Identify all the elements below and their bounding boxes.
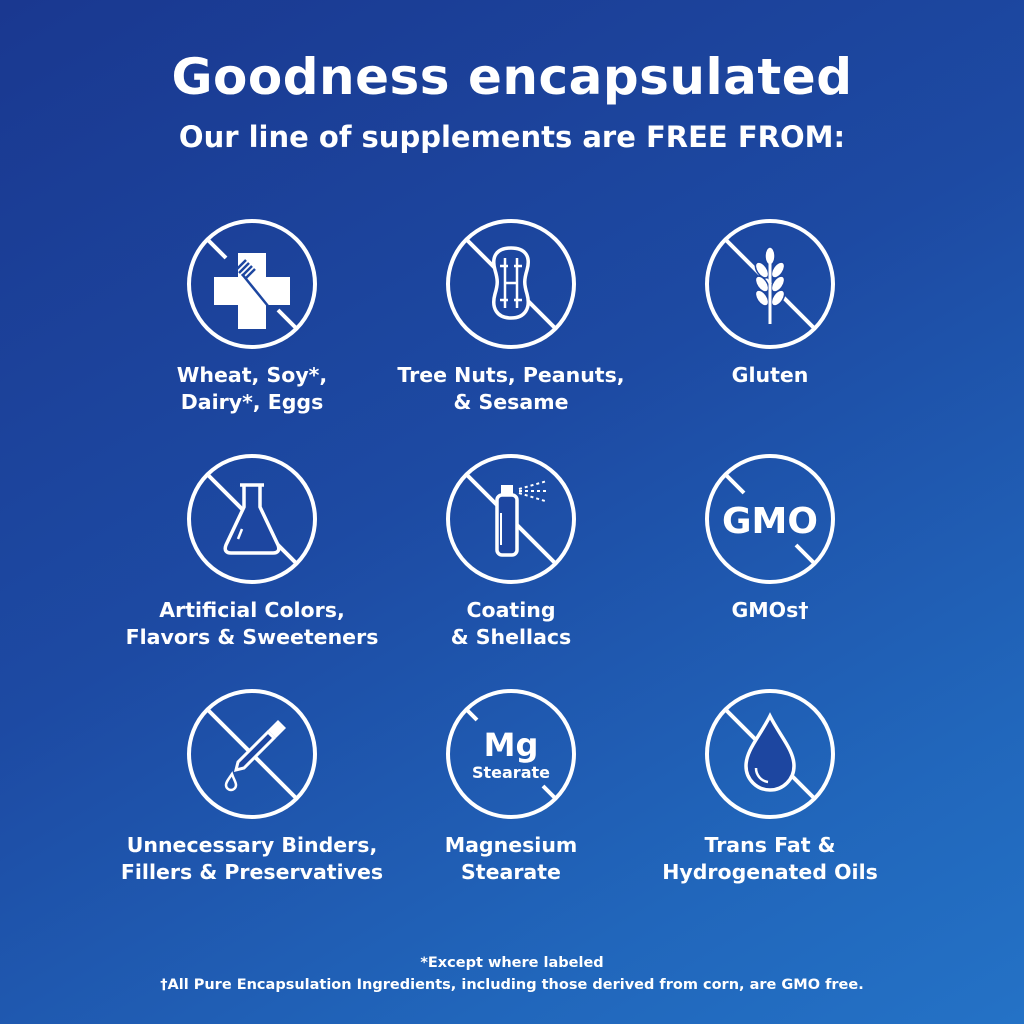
wheat-icon (705, 219, 835, 349)
peanut-icon (446, 219, 576, 349)
allergen-cross-fork-icon (187, 219, 317, 349)
item-label: Tree Nuts, Peanuts, & Sesame (397, 363, 625, 414)
item-label: Unnecessary Binders, Fillers & Preservat… (120, 833, 384, 884)
stearate-icon-text: Stearate (472, 763, 550, 782)
item-label: Magnesium Stearate (444, 833, 578, 884)
item-label: Wheat, Soy*, Dairy*, Eggs (176, 363, 328, 414)
item-label: Artificial Colors, Flavors & Sweeteners (125, 598, 379, 649)
flask-icon (187, 454, 317, 584)
free-from-item-gmo: GMO GMOs† (620, 453, 920, 624)
gmo-icon: GMO (705, 454, 835, 584)
free-from-item-mg-stearate: Mg Stearate Magnesium Stearate (361, 688, 661, 886)
footnote-gmo: †All Pure Encapsulation Ingredients, inc… (160, 977, 864, 993)
free-from-item-gluten: Gluten (620, 218, 920, 389)
free-from-item-nuts: Tree Nuts, Peanuts, & Sesame (361, 218, 661, 416)
item-label: Coating & Shellacs (450, 598, 572, 649)
footnote-except: *Except where labeled (420, 955, 604, 971)
spray-bottle-icon (446, 454, 576, 584)
mg-stearate-icon: Mg Stearate (446, 689, 576, 819)
oil-drop-icon (705, 689, 835, 819)
mg-icon-text: Mg (484, 726, 539, 764)
free-from-item-artificial: Artificial Colors, Flavors & Sweeteners (102, 453, 402, 651)
item-label: Trans Fat & Hydrogenated Oils (662, 833, 878, 884)
page-subtitle: Our line of supplements are FREE FROM: (178, 120, 846, 154)
free-from-item-trans-fat: Trans Fat & Hydrogenated Oils (620, 688, 920, 886)
free-from-item-coating: Coating & Shellacs (361, 453, 661, 651)
gmo-icon-text: GMO (722, 501, 818, 542)
page-title: Goodness encapsulated (171, 48, 853, 106)
item-label: Gluten (731, 363, 809, 387)
item-label: GMOs† (731, 598, 809, 622)
free-from-item-binders: Unnecessary Binders, Fillers & Preservat… (102, 688, 402, 886)
dropper-icon (187, 689, 317, 819)
free-from-item-allergens: Wheat, Soy*, Dairy*, Eggs (102, 218, 402, 416)
